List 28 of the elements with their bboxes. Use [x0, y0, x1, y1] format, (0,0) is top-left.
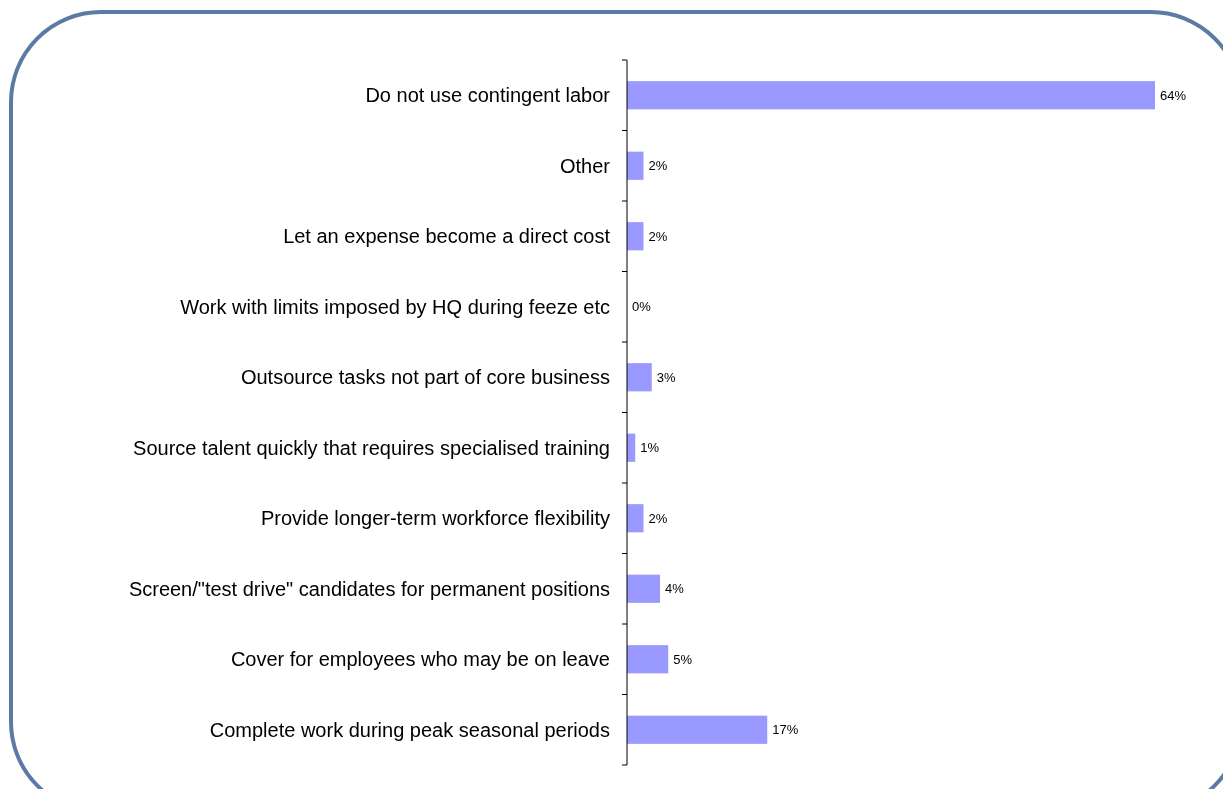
y-tick-label: Do not use contingent labor — [365, 84, 611, 107]
bar — [627, 645, 669, 674]
y-tick-label: Let an expense become a direct cost — [283, 225, 611, 248]
y-tick-label: Other — [559, 154, 611, 177]
data-label: 4% — [665, 581, 685, 597]
y-tick-label: Outsource tasks not part of core business — [240, 366, 610, 389]
data-label: 64% — [1160, 87, 1187, 103]
bar — [627, 574, 660, 603]
y-tick-label: Work with limits imposed by HQ during feeze etc — [180, 295, 610, 318]
data-label: 2% — [648, 510, 668, 526]
data-label: 0% — [632, 299, 652, 315]
y-tick-label: Source talent quickly that requires specialised training — [133, 436, 610, 459]
data-label: 17% — [772, 722, 799, 738]
data-label: 5% — [673, 651, 693, 667]
y-tick-label: Complete work during peak seasonal periods — [209, 718, 610, 741]
y-tick-label: Provide longer-term workforce flexibility — [260, 507, 610, 530]
bar — [627, 363, 652, 392]
bar — [627, 222, 644, 251]
y-tick-label: Screen/"test drive" candidates for permanent positions — [128, 577, 610, 600]
data-label: 1% — [640, 440, 660, 456]
bar — [627, 504, 644, 533]
bar — [627, 151, 644, 180]
y-tick-label: Cover for employees who may be on leave — [230, 648, 610, 671]
bar — [627, 81, 1155, 110]
data-label: 2% — [648, 228, 668, 244]
data-label: 3% — [656, 369, 676, 385]
data-label: 2% — [648, 158, 668, 174]
bar — [627, 715, 768, 744]
